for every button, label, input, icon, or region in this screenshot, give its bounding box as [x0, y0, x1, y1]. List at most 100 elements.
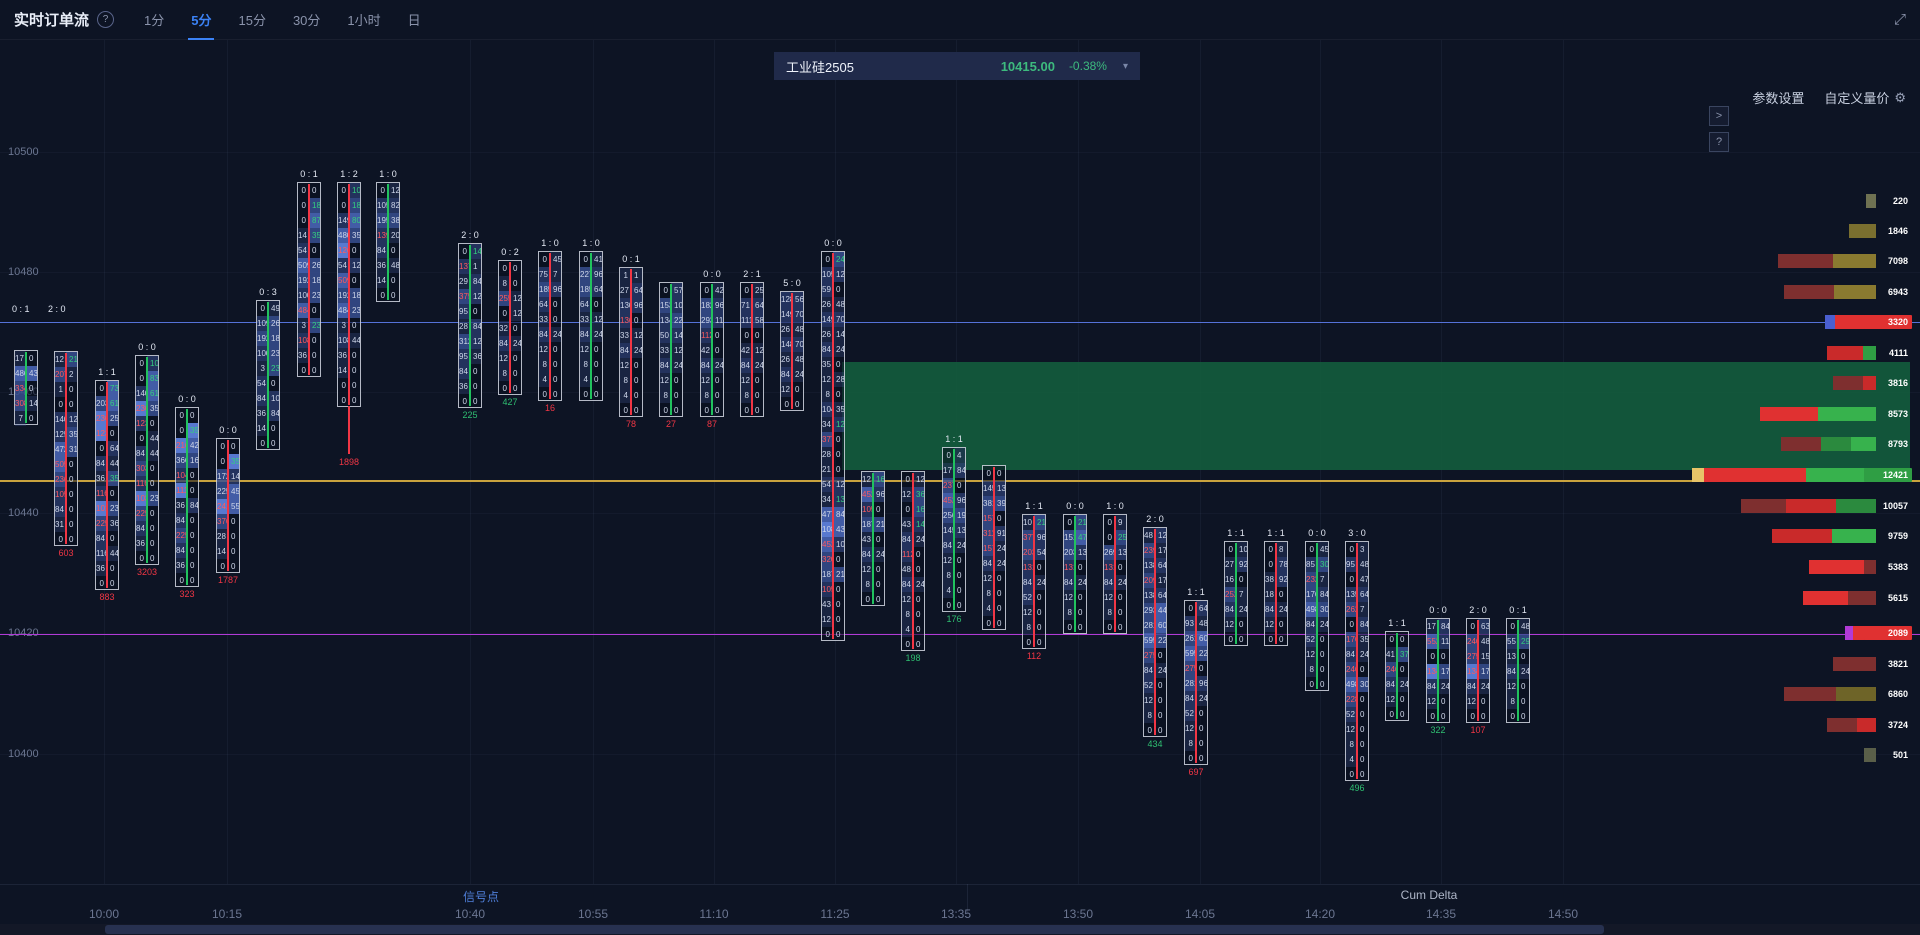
ask-cell: 0	[352, 351, 357, 360]
bid-cell: 43	[862, 532, 873, 547]
bid-cell: 84	[701, 358, 712, 373]
footprint-cluster[interactable]: 04585307232717684498305842452012080000 :…	[1305, 528, 1329, 691]
tab-1小时[interactable]: 1小时	[347, 13, 381, 28]
footprint-cluster[interactable]: 042182962931121120420842412080000 : 087	[700, 269, 724, 429]
ask-cell: 137	[1115, 545, 1126, 560]
footprint-cluster[interactable]: 0491092601921841002303236540841003684140…	[256, 287, 280, 450]
footprint-cluster[interactable]: 02181514752031311310842412080000 : 0	[1063, 501, 1087, 634]
footprint-cluster[interactable]: 0737203610236025312300064844436354116010…	[95, 367, 119, 602]
signal-panel-label[interactable]: 信号点	[462, 890, 500, 904]
footprint-row: 1570	[983, 511, 1005, 526]
footprint-cluster[interactable]: 0649348261605595222275028196842452012080…	[1184, 587, 1208, 777]
footprint-row: 140123	[55, 412, 77, 427]
bid-cell: 140	[136, 386, 147, 401]
tab-5分[interactable]: 5分	[188, 0, 215, 40]
footprint-cluster[interactable]: 112764130961360331284241208040000 : 178	[619, 254, 643, 429]
bid-cell: 54	[338, 258, 349, 273]
ask-cell: 92	[1236, 557, 1247, 572]
bid-cell: 0	[1470, 622, 1475, 631]
footprint-cluster[interactable]: 01210582195380139208403648140001 : 0	[376, 169, 400, 302]
volume-profile-bar	[1864, 748, 1876, 762]
footprint-cluster[interactable]: 000350417214622545324105573760280140000 …	[216, 425, 240, 585]
ask-cell: 24	[1518, 664, 1529, 679]
collapse-panel-button[interactable]: >	[1709, 106, 1729, 126]
ask-cell: 96	[1196, 676, 1207, 691]
footprint-row: 375120	[459, 289, 481, 304]
footprint-row: 1345175	[1467, 664, 1489, 679]
tab-30分[interactable]: 30分	[292, 13, 321, 28]
help-icon[interactable]: ?	[97, 11, 115, 28]
cum-delta-panel-label[interactable]: Cum Delta	[1400, 888, 1458, 902]
imbalance-header: 1 : 0	[1106, 501, 1124, 511]
footprint-cluster[interactable]: 0245105128590264814970261484243501228801…	[821, 238, 845, 641]
candle-line	[146, 357, 148, 563]
ask-cell: 0	[1360, 755, 1365, 764]
delta-footer: 112	[1026, 651, 1042, 661]
footprint-cluster[interactable]: 0412279618564640331284241208040001 : 0	[579, 238, 603, 401]
bid-cell: 43	[902, 517, 913, 532]
bid-cell: 157	[983, 541, 994, 556]
footprint-cluster[interactable]: 0395480471356426270841763584242460498305…	[1345, 528, 1369, 793]
footprint-cluster[interactable]: 0417842370452962561951451398424120804000…	[942, 434, 966, 624]
footprint-cluster[interactable]: 128561497026481487026488424120005 : 0	[780, 278, 804, 411]
footprint-row: 484230	[338, 303, 360, 318]
footprint-row: 41373	[1386, 647, 1408, 662]
tab-15分[interactable]: 15分	[238, 13, 266, 28]
candle-line	[1356, 543, 1358, 779]
footprint-cluster[interactable]: 0457571859664033084241208040001 : 016	[538, 238, 562, 413]
ask-cell: 353	[147, 401, 158, 416]
footprint-cluster[interactable]: 0145137129843751209502884312120953684036…	[458, 230, 482, 420]
footprint-cluster[interactable]: 0571531031342295014733128424120800027	[659, 282, 683, 429]
footprint-row: 36 0	[298, 348, 320, 363]
horizontal-scrollbar[interactable]	[0, 924, 1920, 935]
ask-cell: 0	[352, 276, 357, 285]
ask-cell: 0	[190, 561, 195, 570]
ask-cell: 1	[470, 259, 481, 274]
footprint-row: 3200	[822, 552, 844, 567]
tab-日[interactable]: 日	[407, 13, 421, 28]
tab-1分[interactable]: 1分	[144, 13, 165, 28]
bid-cell: 182	[701, 298, 712, 313]
chevron-down-icon[interactable]: ▾	[1122, 60, 1128, 72]
footprint-cluster[interactable]: 004137324608424120001 : 1	[1385, 618, 1409, 721]
footprint-cluster[interactable]: 0902552691371310842412080001 : 0	[1103, 501, 1127, 634]
ask-cell: 0	[190, 486, 195, 495]
help-button[interactable]: ?	[1709, 132, 1729, 152]
footprint-cluster[interactable]: 0003504216442036616810401116036848402250…	[175, 394, 199, 599]
scrollbar-handle[interactable]	[105, 925, 1604, 934]
footprint-cluster[interactable]: 0 8 0 78 38 92 18 0 84 24 12 0 0 0 1 : 1	[1264, 528, 1288, 646]
footprint-cluster[interactable]: 17048643933403081470	[14, 350, 38, 426]
footprint-row: 43 0	[822, 597, 844, 612]
settings-button[interactable]: 参数设置	[1752, 91, 1805, 106]
volume-profile-segment	[1784, 687, 1836, 701]
footprint-row: 12 0	[539, 342, 561, 357]
footprint-cluster[interactable]: 1021737796203541310842452012080001 : 111…	[1022, 501, 1046, 661]
bid-cell: 0	[462, 247, 467, 256]
footprint-cluster[interactable]: 0105018514980548035012680541245090192184…	[337, 169, 361, 467]
footprint-cluster[interactable]: 0105083814061023603531230044844430301160…	[135, 342, 159, 577]
footprint-cluster[interactable]: 0121236401634314584241120480842412080400…	[901, 471, 925, 663]
footprint-cluster[interactable]: 04855293130842412080000 : 1	[1506, 605, 1530, 723]
expand-icon[interactable]: ⤢	[1893, 11, 1906, 28]
custom-volume-price-button[interactable]: 自定义量价 ⚙	[1824, 88, 1906, 107]
footprint-cluster[interactable]: 0001850879143505405092601921841002304840…	[297, 169, 321, 377]
footprint-row: 1040	[176, 468, 198, 483]
symbol-selector[interactable]: 工业硅2505 10415.00 -0.38% ▾	[774, 52, 1140, 80]
footprint-cluster[interactable]: 010279216025278424120001 : 1	[1224, 528, 1248, 646]
footprint-cluster[interactable]: 4812723917138642091713864293445281605595…	[1143, 514, 1167, 749]
footprint-cluster[interactable]: 0014513938139115703119115724842412080400…	[982, 465, 1006, 630]
footprint-row: 0 57	[660, 283, 682, 298]
footprint-cluster[interactable]: 1216445296105018721243084241208000	[861, 471, 885, 606]
footprint-cluster[interactable]: 1221820721000140123125354472314505023601…	[54, 351, 78, 558]
footprint-cluster[interactable]: 0 25 71 64 111 58 0 0 42 12 84 24 12 0 8 0 0 0 2 : 1	[740, 269, 764, 417]
bid-cell: 8	[1104, 605, 1115, 620]
ask-cell: 49	[268, 301, 279, 316]
